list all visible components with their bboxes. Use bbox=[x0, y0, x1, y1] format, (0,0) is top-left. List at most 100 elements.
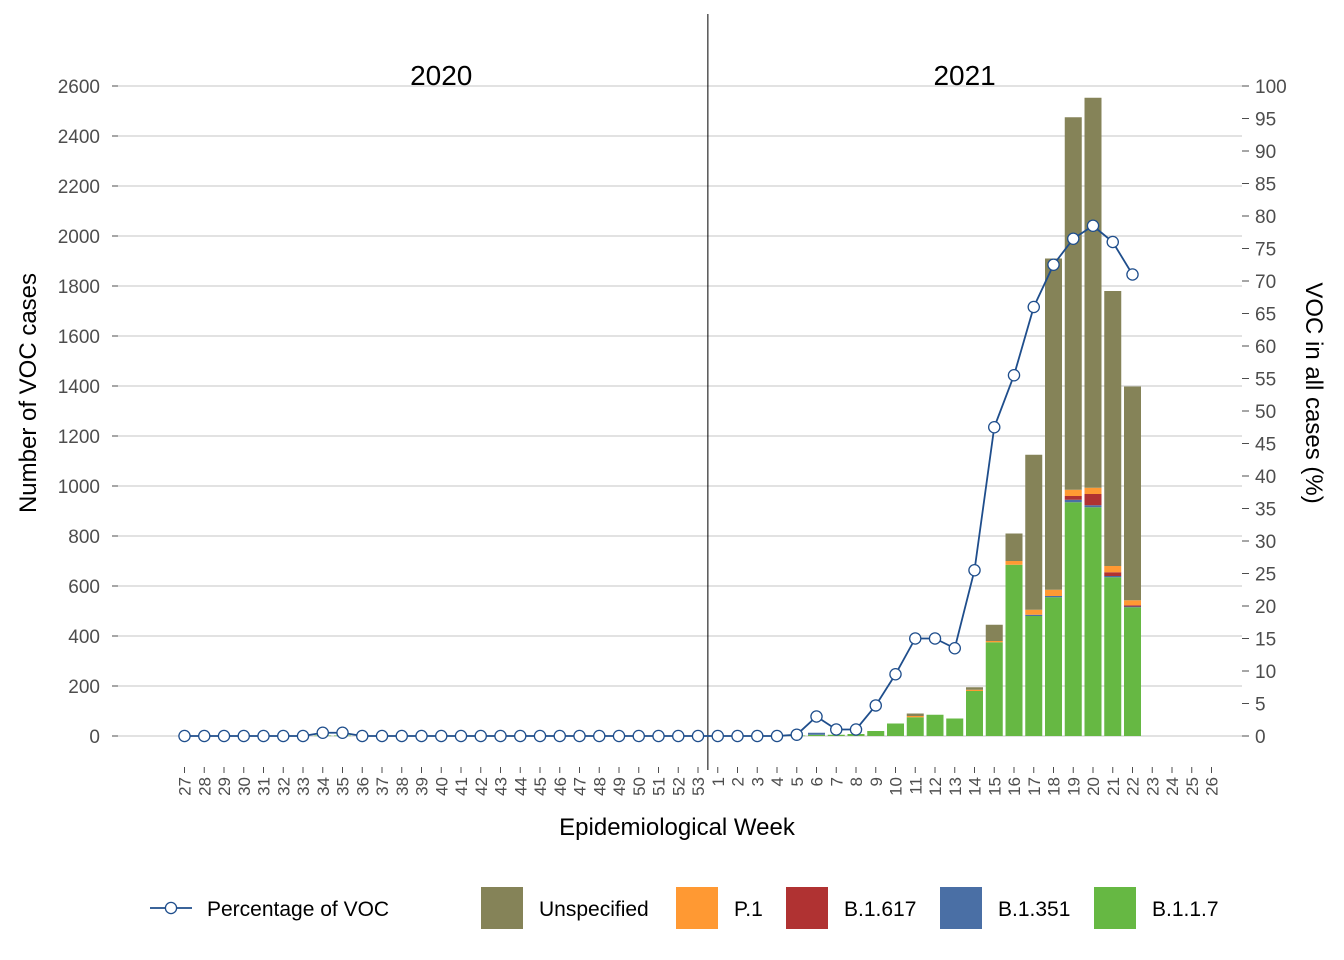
x-tick-label: 12 bbox=[926, 777, 945, 796]
percentage-point-week-33 bbox=[296, 729, 310, 743]
legend-label-p-1: P.1 bbox=[734, 898, 763, 921]
y-tick-label: 1600 bbox=[58, 327, 100, 348]
x-tick-label: 17 bbox=[1025, 777, 1044, 796]
legend-swatch-b-1-1-7 bbox=[1094, 887, 1136, 929]
y2-tick-label: 85 bbox=[1255, 175, 1276, 196]
percentage-point-week-6 bbox=[810, 710, 823, 723]
bar-b-1-351-week-17 bbox=[1025, 614, 1043, 616]
x-tick-label: 6 bbox=[808, 777, 827, 786]
bar-p-1-week-22 bbox=[1124, 600, 1141, 606]
x-tick-label: 32 bbox=[274, 777, 293, 796]
x-tick-label: 4 bbox=[768, 777, 787, 786]
x-tick-label: 52 bbox=[669, 777, 688, 796]
bar-b-1-1-7-week-16 bbox=[1005, 564, 1023, 736]
bar-b-1-1-7-week-15 bbox=[985, 642, 1003, 736]
percentage-line-layer bbox=[178, 219, 1139, 743]
x-tick-label: 45 bbox=[531, 777, 550, 796]
bar-unspecified-week-11 bbox=[906, 713, 924, 716]
x-tick-label: 40 bbox=[432, 777, 451, 796]
y-tick-label: 0 bbox=[89, 727, 100, 748]
bar-unspecified-week-14 bbox=[966, 687, 983, 690]
percentage-point-week-31 bbox=[257, 729, 270, 743]
percentage-point-week-21 bbox=[1106, 235, 1120, 249]
legend-label-percentage: Percentage of VOC bbox=[207, 898, 389, 921]
bar-b-1-1-7-week-9 bbox=[867, 731, 885, 736]
legend-line-marker bbox=[164, 901, 178, 915]
y2-tick-label: 60 bbox=[1255, 337, 1276, 358]
percentage-point-week-2 bbox=[731, 729, 744, 743]
x-tick-label: 53 bbox=[689, 777, 708, 796]
x-tick-label: 38 bbox=[393, 777, 412, 796]
y2-tick-label: 15 bbox=[1255, 630, 1276, 651]
percentage-point-week-49 bbox=[612, 729, 626, 743]
x-axis: 27 28 29 30 31 32 33 34 35 36 37 38 39 40 41 42 43 44 45 46… bbox=[176, 767, 1222, 796]
year-label-2020: 2020 bbox=[410, 60, 472, 91]
y-tick-label: 1400 bbox=[58, 377, 100, 398]
y2-axis-title: VOC in all cases (%) bbox=[1300, 282, 1327, 503]
percentage-point-week-51 bbox=[652, 729, 665, 743]
y2-tick-label: 55 bbox=[1255, 370, 1276, 391]
x-tick-label: 39 bbox=[413, 777, 432, 796]
legend-swatch-b-1-351 bbox=[940, 887, 982, 929]
x-tick-label: 15 bbox=[985, 777, 1004, 796]
bar-p-1-week-18 bbox=[1045, 589, 1062, 596]
percentage-point-week-52 bbox=[672, 729, 685, 743]
x-tick-label: 18 bbox=[1045, 777, 1064, 796]
x-tick-label: 3 bbox=[748, 777, 767, 786]
percentage-point-week-35 bbox=[336, 726, 349, 740]
bar-b-1-1-7-week-20 bbox=[1084, 507, 1102, 736]
y-tick-label: 400 bbox=[68, 627, 100, 648]
y2-tick-label: 95 bbox=[1255, 110, 1276, 131]
x-tick-label: 36 bbox=[353, 777, 372, 796]
y-tick-label: 1800 bbox=[58, 277, 100, 298]
legend-swatch-p-1 bbox=[676, 887, 718, 929]
percentage-point-week-42 bbox=[474, 729, 487, 743]
percentage-point-week-36 bbox=[355, 729, 369, 743]
legend-label-b-1-617: B.1.617 bbox=[844, 898, 916, 921]
percentage-point-week-22 bbox=[1126, 268, 1139, 281]
bar-unspecified-week-17 bbox=[1025, 454, 1043, 610]
y-tick-label: 2200 bbox=[58, 177, 100, 198]
x-tick-label: 20 bbox=[1084, 777, 1103, 796]
percentage-point-week-8 bbox=[849, 723, 863, 736]
bar-b-1-1-7-week-11 bbox=[906, 717, 924, 736]
percentage-point-week-30 bbox=[237, 729, 250, 743]
bar-unspecified-week-20 bbox=[1084, 97, 1102, 488]
percentage-point-week-37 bbox=[375, 729, 389, 743]
y-tick-label: 2400 bbox=[58, 127, 100, 148]
y2-tick-label: 90 bbox=[1255, 142, 1276, 163]
x-tick-label: 5 bbox=[788, 777, 807, 786]
bars bbox=[314, 97, 1141, 737]
y-tick-label: 1000 bbox=[58, 477, 100, 498]
y-axis-left: 0 200 400 600 800 1000 1200 1400 1600 1800 2000 220… bbox=[58, 77, 118, 748]
bar-b-1-1-7-week-21 bbox=[1104, 577, 1122, 736]
y2-tick-label: 65 bbox=[1255, 305, 1276, 326]
bar-unspecified-week-18 bbox=[1045, 258, 1062, 590]
percentage-point-week-12 bbox=[928, 632, 942, 645]
percentage-point-week-18 bbox=[1047, 258, 1060, 271]
percentage-point-week-47 bbox=[573, 729, 586, 743]
y2-tick-label: 75 bbox=[1255, 240, 1276, 261]
x-tick-label: 46 bbox=[551, 777, 570, 796]
percentage-point-week-32 bbox=[276, 729, 290, 743]
legend-swatch-b-1-617 bbox=[786, 887, 828, 929]
percentage-point-week-40 bbox=[434, 729, 448, 743]
x-tick-label: 13 bbox=[946, 777, 965, 796]
x-tick-label: 16 bbox=[1005, 777, 1024, 796]
year-labels: 2020 2021 bbox=[410, 60, 996, 91]
x-tick-label: 21 bbox=[1104, 777, 1123, 796]
y2-tick-label: 20 bbox=[1255, 597, 1276, 618]
y-tick-label: 200 bbox=[68, 677, 100, 698]
x-tick-label: 9 bbox=[867, 777, 886, 786]
bar-b-1-351-week-20 bbox=[1084, 505, 1102, 508]
gridlines bbox=[118, 85, 1242, 737]
y2-tick-label: 50 bbox=[1255, 402, 1276, 423]
x-tick-label: 42 bbox=[472, 777, 491, 796]
y2-tick-label: 0 bbox=[1255, 727, 1266, 748]
bar-b-1-1-7-week-19 bbox=[1064, 502, 1082, 736]
x-tick-label: 8 bbox=[847, 777, 866, 786]
x-tick-label: 7 bbox=[827, 777, 846, 786]
bar-p-1-week-15 bbox=[985, 641, 1003, 643]
percentage-point-week-43 bbox=[494, 729, 507, 743]
